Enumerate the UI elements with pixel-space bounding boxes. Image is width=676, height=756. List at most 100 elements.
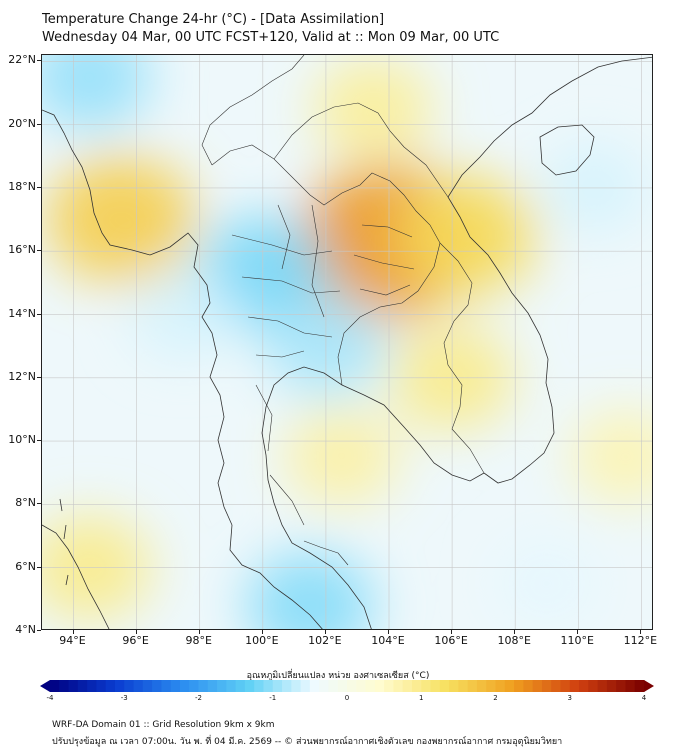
colorbar-segment — [124, 680, 135, 692]
lon-tick — [135, 630, 137, 634]
border-thailand-cambodia — [337, 266, 435, 386]
lat-tick-label: 20°N — [8, 116, 36, 130]
colorbar-tick-label: -2 — [195, 694, 202, 702]
lat-tick-label: 10°N — [8, 433, 36, 447]
colorbar-segment — [105, 680, 116, 692]
colorbar-segment — [421, 680, 432, 692]
colorbar-segment — [87, 680, 97, 692]
lon-tick-label: 94°E — [59, 634, 86, 647]
colorbar-segment — [337, 680, 348, 692]
lat-tick — [37, 376, 41, 378]
colorbar-segment — [504, 680, 515, 692]
colorbar-segment — [439, 680, 450, 692]
lat-tick-label: 18°N — [8, 179, 36, 193]
field-cool-malaysia — [245, 551, 375, 629]
colorbar-segment — [244, 680, 255, 692]
colorbar-segment — [588, 680, 599, 692]
lat-tick — [37, 186, 41, 188]
border-thailand-laos — [211, 144, 441, 268]
colorbar-segment — [486, 680, 496, 692]
colorbar-segment — [384, 680, 394, 692]
colorbar-segment — [532, 680, 543, 692]
lat-tick-label: 22°N — [8, 53, 36, 67]
border-cambodia-vietnam — [439, 242, 485, 474]
field-warm-myanmar-west — [45, 155, 197, 284]
colorbar-segment — [541, 680, 552, 692]
lon-tick — [72, 630, 74, 634]
lon-tick-label: 100°E — [245, 634, 279, 647]
colorbar-segment — [96, 680, 107, 692]
lon-tick — [261, 630, 263, 634]
colorbar-segment — [551, 680, 561, 692]
colorbar-segment — [77, 680, 88, 692]
colorbar-segment — [616, 680, 626, 692]
colorbar-tick-label: 0 — [344, 694, 350, 702]
colorbar-segment — [170, 680, 181, 692]
footer-update-info: ปรับปรุงข้อมูล ณ เวลา 07:00น. วัน พ. ที่… — [52, 737, 563, 747]
lon-tick-label: 102°E — [308, 634, 342, 647]
lon-tick — [640, 630, 642, 634]
colorbar-tick-label: 1 — [419, 694, 424, 702]
colorbar-segment — [68, 680, 79, 692]
lat-tick — [37, 250, 41, 252]
lat-tick-label: 14°N — [8, 306, 36, 320]
coastline-peninsula-west — [229, 524, 323, 629]
colorbar-segment — [606, 680, 617, 692]
colorbar-segment — [347, 680, 357, 692]
lat-tick-label: 6°N — [15, 559, 36, 573]
lon-tick-label: 108°E — [497, 634, 531, 647]
colorbar-segment — [161, 680, 172, 692]
lon-tick-label: 112°E — [623, 634, 658, 647]
field-warm-gulf-thailand — [284, 407, 400, 506]
colorbar-segment — [579, 680, 589, 692]
colorbar-segment — [374, 680, 385, 692]
lat-tick-label: 16°N — [8, 243, 36, 257]
province-lines — [231, 204, 415, 526]
colorbar-segment — [430, 680, 441, 692]
colorbar-tick-label: -1 — [269, 694, 277, 702]
field-warm-north-laos — [313, 57, 434, 160]
map-title: Temperature Change 24-hr (°C) - [Data As… — [42, 12, 385, 27]
colorbar-segment — [226, 680, 237, 692]
colorbar-segment — [59, 680, 70, 692]
colorbar-segment — [560, 680, 571, 692]
coastline-andaman — [59, 498, 69, 586]
colorbar-segment — [402, 680, 413, 692]
colorbar-tick-label: 2 — [493, 694, 498, 702]
colorbar-segment — [263, 680, 274, 692]
coastline-sumatra — [42, 524, 110, 629]
lon-tick-label: 96°E — [122, 634, 149, 647]
field-warm-scs-east — [570, 409, 652, 505]
colorbar-segment — [142, 680, 153, 692]
colorbar-segment — [198, 680, 209, 692]
colorbar-segment — [207, 680, 218, 692]
lat-tick-label: 8°N — [15, 496, 36, 510]
colorbar-segment — [625, 680, 636, 692]
colorbar-segment — [523, 680, 534, 692]
lon-tick — [388, 630, 389, 634]
colorbar-segment — [634, 680, 645, 692]
coastline-vietnam-south — [447, 56, 652, 484]
colorbar-max-arrow — [644, 680, 654, 692]
colorbar-segment — [179, 680, 190, 692]
field-cool-bay-of-bengal — [42, 55, 152, 130]
colorbar-segment — [114, 680, 125, 692]
lat-tick-label: 12°N — [8, 369, 36, 383]
colorbar-segment — [309, 680, 320, 692]
colorbar-segment — [467, 680, 478, 692]
colorbar-segment — [282, 680, 292, 692]
colorbar-segment — [50, 680, 60, 692]
colorbar-segment — [365, 680, 376, 692]
colorbar-segment — [319, 680, 329, 692]
colorbar-segment — [328, 680, 339, 692]
colorbar-segment — [189, 680, 199, 692]
lon-tick — [577, 630, 579, 634]
colorbar-segment — [300, 680, 311, 692]
colorbar-segment — [254, 680, 264, 692]
map-canvas — [42, 55, 652, 629]
lat-tick — [37, 630, 41, 631]
colorbar-segment — [495, 680, 506, 692]
map-panel — [41, 54, 653, 630]
colorbar-segment — [449, 680, 459, 692]
colorbar-tick-label: 4 — [641, 694, 647, 702]
